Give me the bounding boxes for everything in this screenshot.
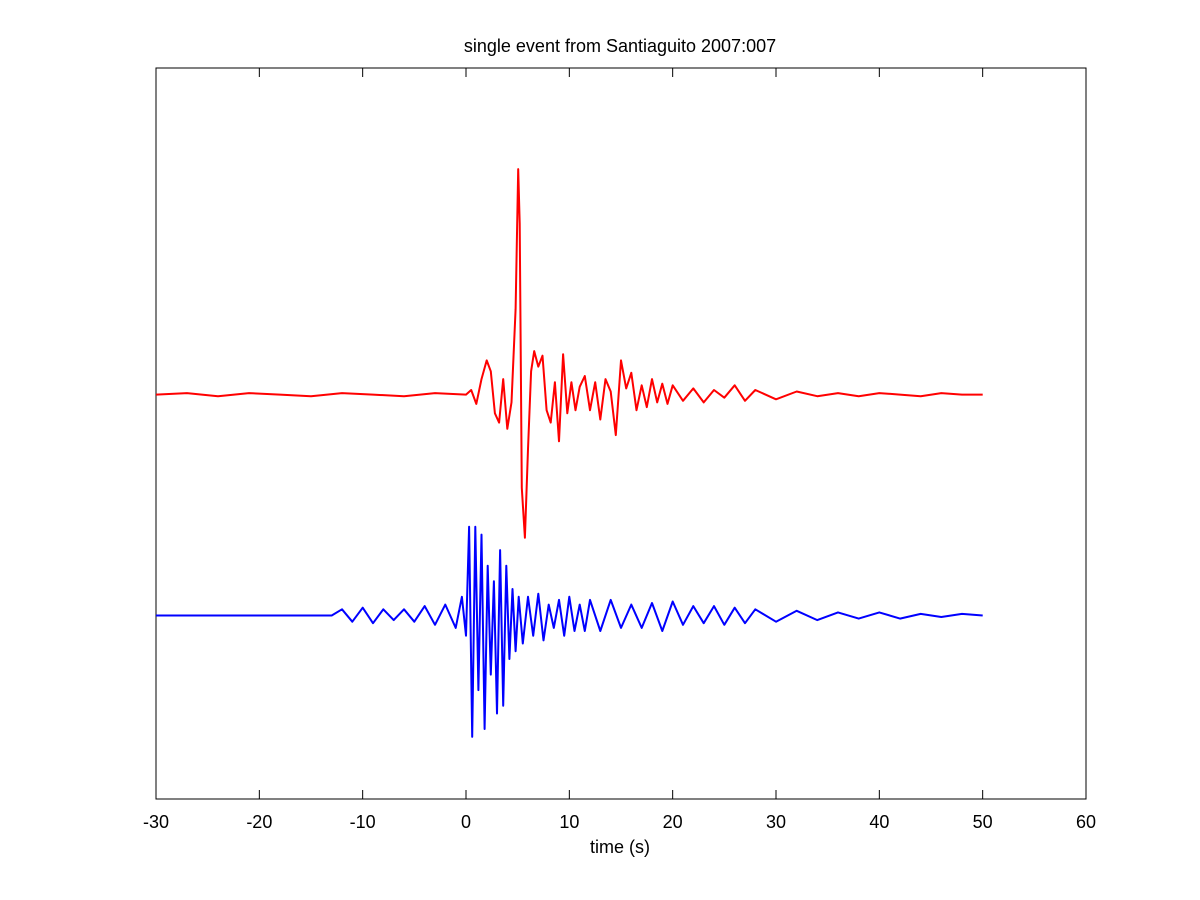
x-tick-label: 40 xyxy=(869,812,889,832)
x-tick-label: 60 xyxy=(1076,812,1096,832)
x-tick-label: 20 xyxy=(663,812,683,832)
plot-area xyxy=(155,67,1087,800)
x-tick-label: 10 xyxy=(559,812,579,832)
trace-line-2 xyxy=(156,525,983,738)
x-tick-label: 0 xyxy=(461,812,471,832)
x-tick-label: 30 xyxy=(766,812,786,832)
x-axis: -30 -20 -10 0 10 20 30 40 50 60 xyxy=(143,68,1096,832)
x-axis-label: time (s) xyxy=(590,837,650,857)
series-group xyxy=(155,168,983,738)
x-tick-label: -10 xyxy=(350,812,376,832)
trace-line-1 xyxy=(155,168,983,539)
x-tick-label: 50 xyxy=(973,812,993,832)
chart-title: single event from Santiaguito 2007:007 xyxy=(464,36,776,56)
x-tick-label: -20 xyxy=(246,812,272,832)
x-tick-label: -30 xyxy=(143,812,169,832)
